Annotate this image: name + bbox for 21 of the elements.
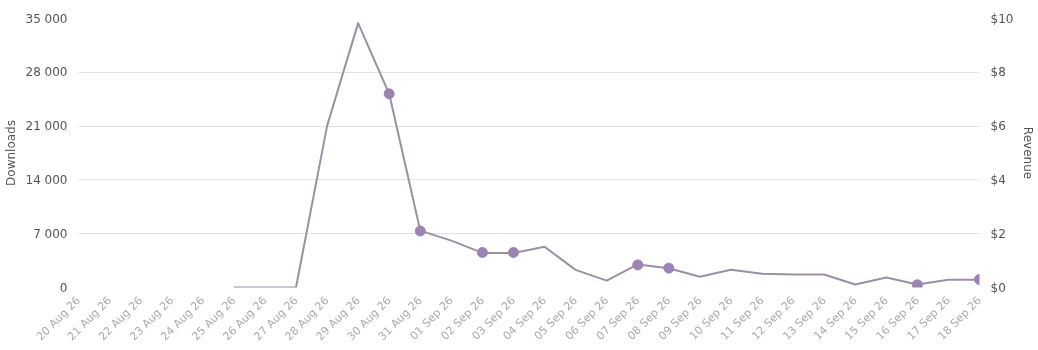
y-tick-label: 21 000: [25, 119, 68, 134]
y-tick-label: 7 000: [33, 226, 68, 241]
y2-axis-title: Revenue: [1021, 126, 1036, 180]
point: [507, 247, 519, 259]
point: [383, 88, 395, 100]
y2-tick-label: $4: [990, 172, 1006, 187]
point: [632, 259, 644, 271]
y2-tick-label: $0: [990, 280, 1006, 295]
y-tick-label: 35 000: [25, 11, 68, 26]
point: [414, 225, 426, 237]
y-tick-label: 14 000: [25, 172, 68, 187]
y-tick-label: 28 000: [25, 65, 68, 80]
y2-tick-label: $10: [990, 11, 1014, 26]
point: [663, 262, 675, 274]
y-axis-title: Downloads: [3, 120, 18, 186]
y-tick-label: 0: [59, 280, 68, 295]
y2-tick-label: $6: [990, 119, 1006, 134]
y2-tick-label: $8: [990, 65, 1006, 80]
y2-tick-label: $2: [990, 226, 1006, 241]
point: [911, 279, 923, 288]
point: [476, 247, 488, 259]
